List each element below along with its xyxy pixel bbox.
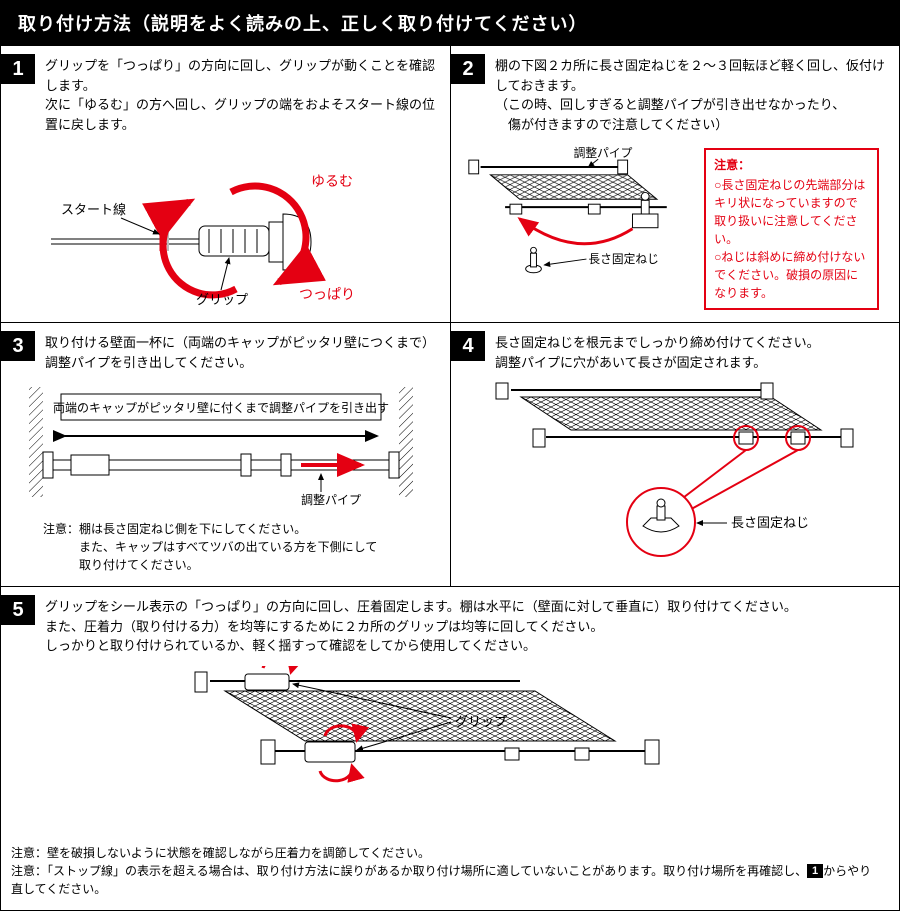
step-2-number: 2 [451,54,485,84]
caution-title: 注意： [714,156,869,174]
step-3-note: 注意：棚は長さ固定ねじ側を下にしてください。 また、キャップはすべてツバの出てい… [1,516,440,578]
step-5-figure: グリップ [1,662,889,840]
step-5-text: グリップをシール表示の「つっぱり」の方向に回し、圧着固定します。棚は水平に（壁面… [45,595,797,656]
step-5-note: 注意：壁を破損しないように状態を確認しながら圧着力を調節してください。 注意：「… [1,840,889,902]
step-2-text: 棚の下図２カ所に長さ固定ねじを２〜３回転ほど軽く回し、仮付けしておきます。 （こ… [495,54,889,134]
svg-text:つっぱり: つっぱり [299,286,355,302]
step-3-number: 3 [1,331,35,361]
step-4-figure: 長さ固定ねじ [451,378,889,578]
step-3-figure: 両端のキャップがピッタリ壁に付くまで調整パイプを引き出す [1,378,440,516]
step-5: 5 グリップをシール表示の「つっぱり」の方向に回し、圧着固定します。棚は水平に（… [1,587,899,910]
step-4-text: 長さ固定ねじを根元までしっかり締め付けてください。 調整パイプに穴があいて長さが… [495,331,820,372]
step-5-note-pre: 注意：壁を破損しないように状態を確認しながら圧着力を調節してください。 注意：「… [11,846,807,878]
step-1: 1 グリップを「つっぱり」の方向に回し、グリップが動くことを確認します。 次に「… [1,46,451,322]
svg-text:両端のキャップがピッタリ壁に付くまで調整パイプを引き出す: 両端のキャップがピッタリ壁に付くまで調整パイプを引き出す [53,400,389,415]
step-1-figure: ゆるむ つっぱり スタート線 グリップ [1,140,440,314]
svg-text:スタート線: スタート線 [61,202,126,217]
step-5-number: 5 [1,595,35,625]
svg-text:長さ固定ねじ: 長さ固定ねじ [588,252,659,266]
step-5-inline-number: 1 [807,864,823,878]
step-4: 4 長さ固定ねじを根元までしっかり締め付けてください。 調整パイプに穴があいて長… [451,323,899,586]
caution-line-2: ○ねじは斜めに締め付けないでください。破損の原因になります。 [714,248,869,302]
step-2-caution: 注意： ○長さ固定ねじの先端部分はキリ状になっていますので取り扱いに注意してくだ… [704,148,879,310]
step-1-number: 1 [1,54,35,84]
caution-line-1: ○長さ固定ねじの先端部分はキリ状になっていますので取り扱いに注意してください。 [714,176,869,248]
step-3: 3 取り付ける壁面一杯に（両端のキャップがピッタリ壁につくまで） 調整パイプを引… [1,323,451,586]
step-3-text: 取り付ける壁面一杯に（両端のキャップがピッタリ壁につくまで） 調整パイプを引き出… [45,331,435,372]
svg-text:調整パイプ: 調整パイプ [574,146,633,160]
step-2: 2 棚の下図２カ所に長さ固定ねじを２〜３回転ほど軽く回し、仮付けしておきます。 … [451,46,899,322]
svg-text:調整パイプ: 調整パイプ [301,492,361,507]
svg-text:グリップ: グリップ [196,292,248,307]
step-4-number: 4 [451,331,485,361]
svg-text:長さ固定ねじ: 長さ固定ねじ [731,515,809,530]
svg-text:ゆるむ: ゆるむ [311,173,353,189]
step-1-text: グリップを「つっぱり」の方向に回し、グリップが動くことを確認します。 次に「ゆる… [45,54,440,134]
instruction-container: 1 グリップを「つっぱり」の方向に回し、グリップが動くことを確認します。 次に「… [0,46,900,911]
page-title: 取り付け方法（説明をよく読みの上、正しく取り付けてください） [0,0,900,46]
svg-text:グリップ: グリップ [455,714,507,729]
step-2-figure: 調整パイプ 長さ固定ねじ 注意： ○長さ固定ねじの先端部分はキリ状になっています… [451,140,889,314]
